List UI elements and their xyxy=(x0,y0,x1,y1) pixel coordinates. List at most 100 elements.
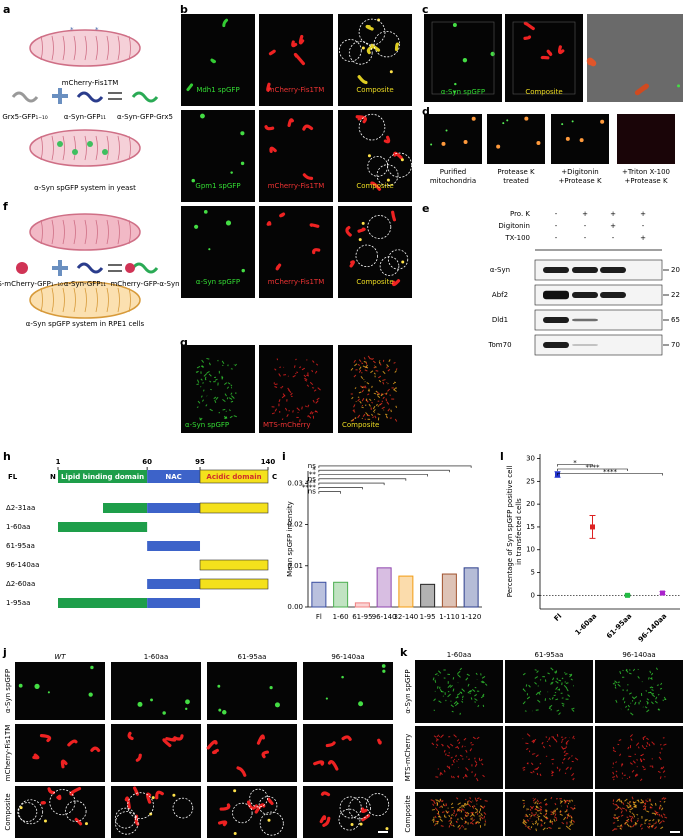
signal xyxy=(219,803,231,811)
signal xyxy=(203,389,205,392)
domain xyxy=(147,598,201,608)
label: Mdh1 spGFP xyxy=(196,86,239,94)
signal xyxy=(559,810,562,814)
signal xyxy=(457,670,461,675)
signal xyxy=(570,678,573,681)
signal xyxy=(546,740,549,743)
signal xyxy=(378,403,382,406)
signal xyxy=(565,752,569,755)
signal xyxy=(629,801,632,803)
signal xyxy=(456,702,459,705)
cell-outline xyxy=(259,811,284,836)
blot xyxy=(534,284,663,306)
signal xyxy=(560,740,563,743)
micrograph xyxy=(259,14,333,106)
band xyxy=(600,292,626,298)
signal xyxy=(555,680,559,684)
signal xyxy=(313,389,317,392)
signal xyxy=(456,821,458,823)
significance-bracket xyxy=(557,473,663,476)
signal xyxy=(546,49,553,56)
signal xyxy=(370,181,382,191)
micrograph xyxy=(181,206,255,298)
signal xyxy=(84,822,88,826)
signal xyxy=(315,400,319,404)
signal xyxy=(627,802,629,805)
signal xyxy=(382,370,386,375)
signal xyxy=(445,129,448,132)
y-tick-label: 0.00 xyxy=(287,603,303,611)
signal xyxy=(614,680,618,684)
signal xyxy=(526,819,530,822)
crista xyxy=(73,287,76,313)
signal xyxy=(430,143,433,146)
plus xyxy=(52,260,68,276)
signal xyxy=(150,698,153,702)
signal xyxy=(439,805,443,808)
signal xyxy=(440,690,444,693)
signal xyxy=(357,414,361,419)
micrograph xyxy=(595,792,683,836)
cell-outline xyxy=(373,30,401,58)
cell-outline xyxy=(258,796,278,815)
signal xyxy=(451,763,454,766)
signal xyxy=(391,279,401,287)
signal xyxy=(349,260,355,268)
signal xyxy=(432,819,435,823)
signal xyxy=(438,700,442,704)
micrograph xyxy=(424,114,482,164)
micrograph xyxy=(415,726,503,789)
y-axis-label: Mean spGFP intensity xyxy=(286,501,294,577)
label: 22 xyxy=(671,291,680,299)
signal xyxy=(557,45,565,55)
signal xyxy=(436,799,441,803)
signal xyxy=(656,684,660,686)
crista xyxy=(62,219,65,245)
signal xyxy=(463,802,467,807)
signal xyxy=(655,812,659,816)
micrograph xyxy=(181,14,255,106)
signal xyxy=(625,705,628,708)
signal xyxy=(361,46,365,50)
signal xyxy=(291,40,298,48)
signal xyxy=(443,749,446,753)
signal xyxy=(393,381,397,384)
signal xyxy=(663,743,667,746)
signal xyxy=(435,739,438,742)
signal xyxy=(436,822,439,825)
label: mCherry-Fis1TM xyxy=(4,725,12,782)
cell-outline xyxy=(358,18,386,46)
signal xyxy=(394,370,397,373)
signal xyxy=(443,770,446,773)
signal xyxy=(390,409,392,413)
caption: +Digitonin xyxy=(561,168,598,176)
signal xyxy=(394,42,400,52)
cell-outline xyxy=(339,39,362,62)
signal xyxy=(536,806,538,809)
signal xyxy=(435,738,439,741)
signal xyxy=(662,770,666,773)
signal xyxy=(279,212,286,218)
signal xyxy=(662,820,665,823)
label: - xyxy=(584,234,587,242)
label: Δ2-31aa xyxy=(6,504,35,512)
signal xyxy=(657,819,660,821)
signal xyxy=(537,699,541,703)
signal xyxy=(454,813,458,817)
signal xyxy=(204,376,207,380)
signal xyxy=(450,775,453,779)
signal xyxy=(358,359,362,363)
significance-label: * xyxy=(312,466,316,474)
crista xyxy=(62,287,65,313)
signal xyxy=(536,802,539,805)
signal xyxy=(439,772,442,776)
band xyxy=(600,267,626,273)
signal xyxy=(256,734,265,745)
plus xyxy=(52,88,68,104)
signal xyxy=(371,413,374,417)
signal xyxy=(565,808,568,812)
micrograph xyxy=(338,206,412,298)
signal xyxy=(314,370,318,374)
signal xyxy=(434,815,437,819)
micrograph xyxy=(487,114,545,164)
